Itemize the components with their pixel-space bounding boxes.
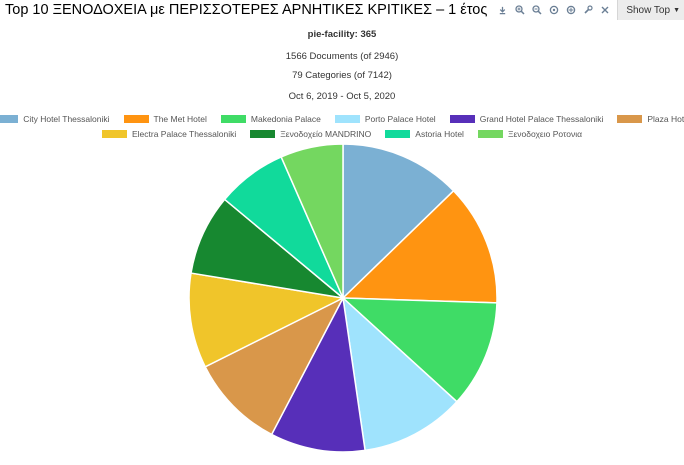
legend-item[interactable]: City Hotel Thessaloniki — [0, 114, 110, 124]
legend-swatch — [449, 115, 475, 123]
legend-label: Ξενοδοχειο Ροτονια — [507, 129, 582, 139]
legend-label: Grand Hotel Palace Thessaloniki — [479, 114, 604, 124]
download-icon[interactable] — [494, 0, 511, 20]
facility-label: pie-facility: 365 — [307, 29, 377, 40]
pie-slice[interactable] — [341, 296, 458, 452]
zoom-out-icon[interactable] — [528, 0, 545, 20]
pie-slice[interactable] — [341, 189, 498, 304]
legend-row: City Hotel Thessaloniki The Met Hotel Make… — [0, 114, 684, 124]
legend-row: Electra Palace Thessaloniki Ξενοδοχείο MA… — [0, 129, 684, 139]
legend-swatch — [220, 115, 246, 123]
legend-swatch — [0, 115, 19, 123]
legend-item[interactable]: Makedonia Palace — [220, 114, 321, 124]
zoom-fit-icon[interactable] — [545, 0, 562, 20]
legend-label: City Hotel Thessaloniki — [23, 114, 110, 124]
pie-slice[interactable] — [340, 297, 498, 403]
legend-item[interactable]: Electra Palace Thessaloniki — [101, 129, 237, 139]
legend-item[interactable]: Ξενοδοχειο Ροτονια — [477, 129, 582, 139]
settings-icon[interactable] — [579, 0, 596, 20]
documents-count: 1566 Documents (of 2946) — [285, 51, 399, 62]
zoom-in-icon[interactable] — [511, 0, 528, 20]
legend-label: Porto Palace Hotel — [364, 114, 436, 124]
legend-swatch — [617, 115, 643, 123]
pie-slice[interactable] — [188, 272, 346, 368]
pie-slice[interactable] — [342, 143, 455, 300]
date-range: Oct 6, 2019 - Oct 5, 2020 — [288, 91, 396, 102]
pie-slice[interactable] — [204, 296, 345, 436]
legend-item[interactable]: Plaza Hotel — [617, 114, 684, 124]
categories-count: 79 Categories (of 7142) — [292, 70, 392, 81]
chart-toolbar: Show Top ▼ — [494, 0, 684, 20]
legend-item[interactable]: Porto Palace Hotel — [334, 114, 436, 124]
page-title: Top 10 ΞΕΝΟΔΟΧΕΙΑ με ΠΕΡΙΣΣΟΤΕΡΕΣ ΑΡΝΗΤΙ… — [5, 2, 488, 18]
legend-label: Plaza Hotel — [647, 114, 684, 124]
legend-swatch — [334, 115, 360, 123]
legend-item[interactable]: Astoria Hotel — [385, 129, 464, 139]
legend-label: Astoria Hotel — [415, 129, 464, 139]
legend-swatch — [101, 130, 127, 138]
legend-swatch — [385, 130, 411, 138]
legend-item[interactable]: The Met Hotel — [123, 114, 207, 124]
legend-label: Electra Palace Thessaloniki — [131, 129, 237, 139]
legend-item[interactable]: Ξενοδοχείο MANDRINO — [250, 129, 371, 139]
legend-label: The Met Hotel — [153, 114, 207, 124]
chevron-down-icon: ▼ — [673, 6, 680, 14]
pan-icon[interactable] — [562, 0, 579, 20]
legend-item[interactable]: Grand Hotel Palace Thessaloniki — [449, 114, 604, 124]
show-top-dropdown[interactable]: Show Top ▼ — [617, 0, 684, 20]
legend-swatch — [250, 130, 276, 138]
legend-swatch — [477, 130, 503, 138]
pie-slice[interactable] — [280, 143, 344, 299]
show-top-label: Show Top — [626, 4, 671, 16]
legend-label: Ξενοδοχείο MANDRINO — [280, 129, 372, 139]
pie-slice[interactable] — [270, 295, 366, 453]
close-icon[interactable] — [596, 0, 613, 20]
legend-swatch — [123, 115, 149, 123]
legend-label: Makedonia Palace — [250, 114, 321, 124]
